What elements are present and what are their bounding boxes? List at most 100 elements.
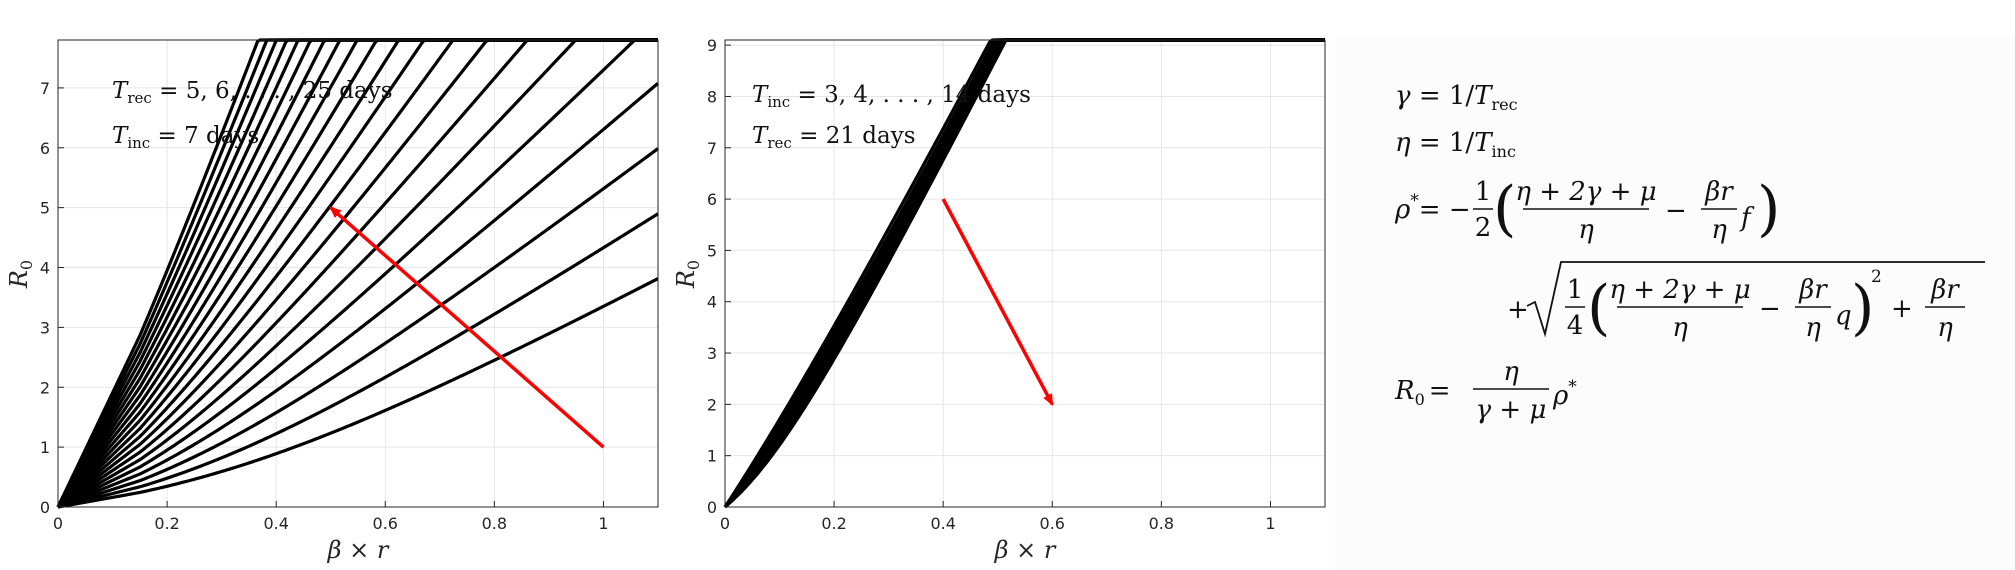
formula-plus-2: +	[1891, 294, 1913, 324]
formula-gamma-lhs: γ	[1395, 81, 1411, 111]
curve-1-t_rec-8	[57, 82, 660, 509]
formula-R0-den: γ + μ	[1476, 395, 1547, 425]
y-axis-label-1: R0	[5, 260, 36, 289]
y-tick-label-2-9: 9	[707, 36, 717, 55]
y-tick-label-1-7: 7	[40, 79, 50, 98]
formula-R0-rho: ρ*	[1552, 377, 1577, 411]
formula-eta-sub: inc	[1492, 142, 1516, 161]
x-tick-label-2-0: 0	[720, 514, 730, 533]
formula-R0-num: η	[1503, 357, 1519, 387]
red-arrow-2	[941, 198, 1054, 407]
plot-frame-1	[57, 39, 659, 508]
curve-1-t_rec-9	[57, 38, 658, 509]
formula-plus: +	[1507, 295, 1529, 325]
annotation-1b-rest: = 7 days	[150, 123, 259, 149]
formula-R0: R0 = η γ + μ ρ*	[1394, 357, 1577, 425]
curve-1-t_rec-5	[57, 277, 659, 509]
formula-panel: γ = 1/Trec η = 1/Tinc ρ*= − 1 2 ( η + 2γ…	[1335, 36, 2015, 570]
formula-minus-2: −	[1759, 294, 1781, 324]
formula-quarter-num: 1	[1567, 275, 1584, 305]
plot-area-2	[725, 40, 1325, 507]
formula-br3-num: βr	[1930, 275, 1960, 305]
y-tick-label-2-0: 0	[707, 498, 717, 517]
formula-quarter-den: 4	[1567, 311, 1584, 341]
x-tick-label-1-3: 0.6	[373, 514, 398, 533]
x-axis-label-2: β × r	[994, 536, 1057, 564]
y-tick-label-2-4: 4	[707, 293, 717, 312]
x-tick-label-2-4: 0.8	[1149, 514, 1174, 533]
formula-minus-1: −	[1665, 196, 1687, 226]
curve-1-t_rec-6	[57, 212, 659, 509]
annotation-2b-T: T	[752, 123, 769, 149]
formula-gamma-rhs: = 1/	[1419, 81, 1475, 111]
curve-1-t_rec-10	[57, 38, 658, 509]
x-tick-label-2-5: 1	[1265, 514, 1275, 533]
y-tick-label-2-2: 2	[707, 395, 717, 414]
x-tick-label-2-1: 0.2	[821, 514, 846, 533]
curve-1-t_rec-7	[57, 147, 659, 509]
formula-f: f	[1739, 203, 1755, 233]
annotation-2b-sub: rec	[767, 134, 791, 152]
formula-rho: ρ*= − 1 2 ( η + 2γ + μ η − βr η f ) +	[1394, 174, 1985, 343]
formula-eta-lhs: η	[1395, 128, 1411, 158]
x-axis-label-1: β × r	[327, 536, 390, 564]
annotation-1-sub: rec	[127, 89, 151, 107]
formula-frac2-num: η + 2γ + μ	[1609, 275, 1750, 305]
formula-frac2-den: η	[1672, 313, 1688, 343]
formula-gamma-T: T	[1474, 81, 1493, 111]
y-axis-label-1-text: R	[5, 270, 33, 289]
formula-br2-den: η	[1805, 313, 1821, 343]
formula-eta-rhs: = 1/	[1419, 128, 1475, 158]
y-tick-label-2-7: 7	[707, 139, 717, 158]
annotation-1-T: T	[112, 78, 129, 104]
y-tick-label-1-5: 5	[40, 199, 50, 218]
x-tick-label-1-1: 0.2	[154, 514, 179, 533]
y-tick-label-2-8: 8	[707, 87, 717, 106]
x-tick-label-1-4: 0.8	[482, 514, 507, 533]
y-tick-label-2-3: 3	[707, 344, 717, 363]
annotation-1-line-2: Tinc = 7 days	[112, 123, 259, 152]
formula-half-num: 1	[1475, 177, 1492, 207]
formula-paren-open-1: (	[1493, 174, 1516, 244]
formula-br3-den: η	[1937, 313, 1953, 343]
y-axis-label-1-sub: 0	[17, 260, 36, 270]
y-axis-label-2-sub: 0	[684, 260, 703, 270]
formula-paren-close-1: )	[1757, 174, 1780, 244]
x-tick-label-1-0: 0	[53, 514, 63, 533]
formula-half-den: 2	[1475, 213, 1492, 243]
y-tick-label-1-0: 0	[40, 498, 50, 517]
formula-paren-open-2: (	[1587, 273, 1610, 343]
red-arrow-1	[329, 206, 605, 449]
annotation-2-line-2: Trec = 21 days	[752, 123, 916, 152]
formula-paren-close-2: )	[1851, 273, 1874, 343]
y-tick-label-1-2: 2	[40, 378, 50, 397]
annotation-2-sub: inc	[767, 93, 790, 111]
y-tick-label-2-1: 1	[707, 447, 717, 466]
annotation-2-rest: = 3, 4, . . . , 14 days	[790, 82, 1031, 108]
formula-R0-lhs: R0 =	[1394, 376, 1451, 409]
annotation-2-line-1: Tinc = 3, 4, . . . , 14 days	[752, 82, 1031, 111]
annotation-1-line-1: Trec = 5, 6, . . . , 25 days	[112, 78, 393, 107]
formula-gamma: γ = 1/Trec	[1395, 81, 1518, 114]
annotation-2b-rest: = 21 days	[792, 123, 916, 149]
formula-sqrt	[1526, 261, 1985, 338]
y-tick-label-1-1: 1	[40, 438, 50, 457]
y-tick-label-1-6: 6	[40, 139, 50, 158]
ticks-2: 0 0.2 0.4 0.6 0.8 1 0 1 2 3 4 5 6 7 8 9	[707, 36, 1276, 533]
annotation-1b-sub: inc	[127, 134, 150, 152]
formula-br-num: βr	[1704, 177, 1734, 207]
formula-frac-den: η	[1578, 215, 1594, 245]
formula-q: q	[1835, 301, 1852, 331]
formula-frac-num: η + 2γ + μ	[1515, 177, 1656, 207]
annotation-2-T: T	[752, 82, 769, 108]
y-tick-label-2-6: 6	[707, 190, 717, 209]
y-tick-label-1-3: 3	[40, 318, 50, 337]
formula-rho-lhs: ρ*= −	[1394, 191, 1471, 225]
x-tick-label-1-5: 1	[598, 514, 608, 533]
y-tick-label-1-4: 4	[40, 259, 50, 278]
ticks-1: 0 0.2 0.4 0.6 0.8 1 0 1 2 3 4 5 6 7	[40, 79, 609, 533]
x-tick-label-2-3: 0.6	[1040, 514, 1065, 533]
y-axis-label-2-text: R	[672, 270, 700, 289]
